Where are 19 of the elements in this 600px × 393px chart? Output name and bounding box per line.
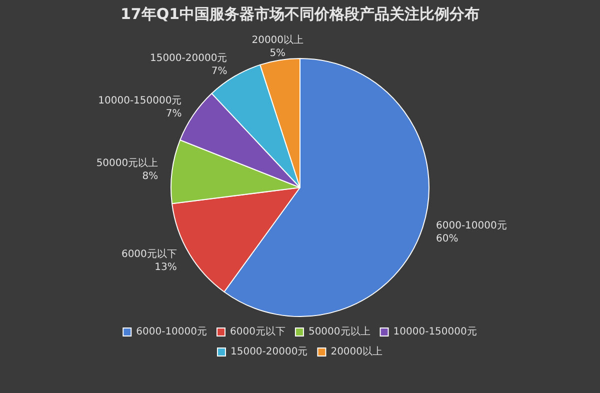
legend-label: 6000元以下 <box>230 326 286 338</box>
slice-label: 6000元以下 <box>121 248 177 260</box>
data-label: 13% <box>154 262 177 273</box>
slice-label: 10000-150000元 <box>98 96 182 107</box>
data-label: 5% <box>270 48 286 59</box>
data-label: 60% <box>436 233 458 244</box>
data-label: 7% <box>211 66 228 78</box>
legend-label: 10000-150000元 <box>393 326 477 338</box>
data-label: 8% <box>142 171 158 182</box>
slice-label: 20000以上 <box>252 34 304 46</box>
slice-label: 50000元以上 <box>96 157 158 170</box>
legend-label: 6000-10000元 <box>136 326 208 338</box>
legend-label: 15000-20000元 <box>230 346 308 358</box>
chart-title: 17年Q1中国服务器市场不同价格段产品关注比例分布 <box>120 4 480 23</box>
slice-label: 6000-10000元 <box>436 220 507 232</box>
legend-label: 20000以上 <box>330 346 383 358</box>
data-label: 7% <box>166 108 182 120</box>
legend-label: 50000元以上 <box>308 326 370 338</box>
slice-label: 15000-20000元 <box>150 53 228 64</box>
